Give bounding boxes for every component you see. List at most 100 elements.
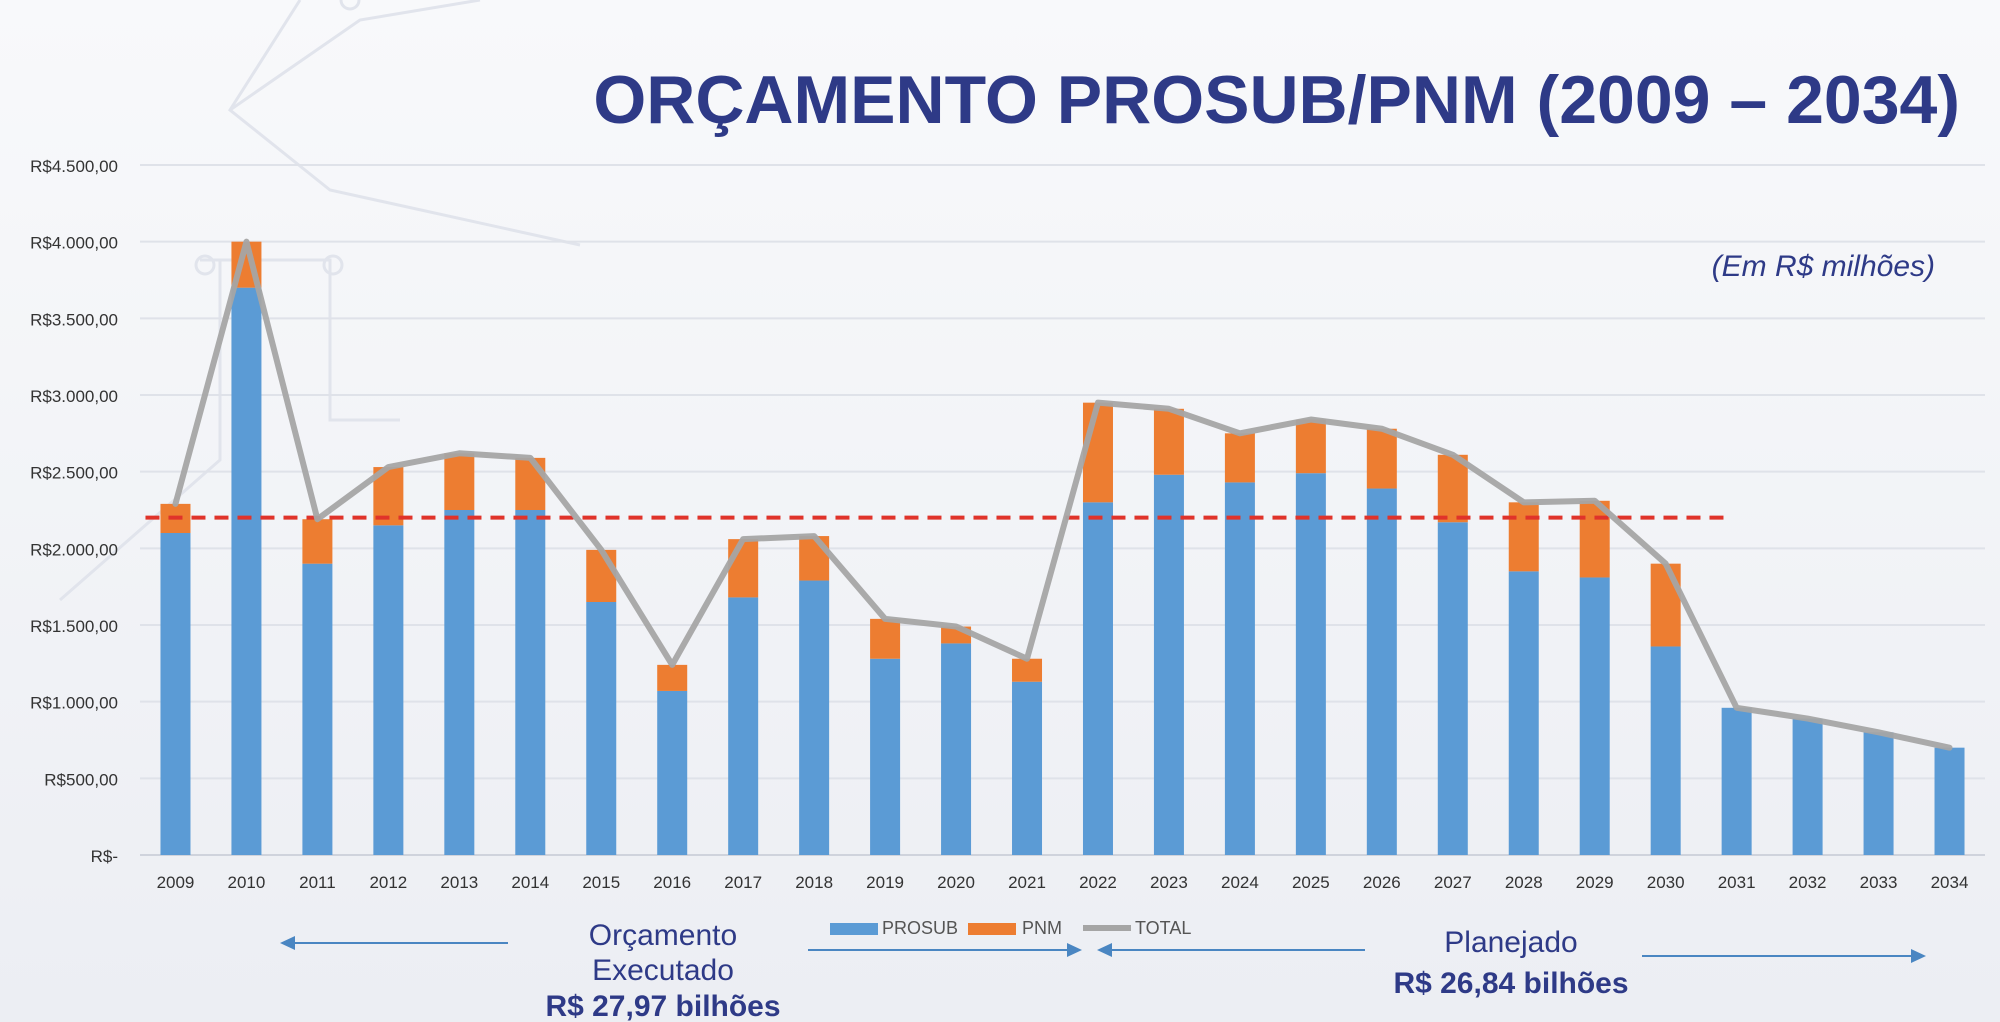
x-tick-label: 2020 <box>937 873 975 892</box>
bar-pnm <box>799 536 830 581</box>
bar-prosub <box>586 602 617 855</box>
x-tick-label: 2013 <box>440 873 478 892</box>
y-tick-label: R$2.500,00 <box>30 464 118 483</box>
y-tick-label: R$1.000,00 <box>30 694 118 713</box>
x-tick-label: 2010 <box>228 873 266 892</box>
x-tick-label: 2015 <box>582 873 620 892</box>
y-tick-label: R$3.000,00 <box>30 387 118 406</box>
x-tick-label: 2025 <box>1292 873 1330 892</box>
bar-pnm <box>728 539 759 598</box>
bar-prosub <box>1295 473 1326 855</box>
bar-prosub <box>515 510 546 855</box>
bar-prosub <box>728 597 759 855</box>
x-tick-label: 2009 <box>157 873 195 892</box>
x-tick-label: 2028 <box>1505 873 1543 892</box>
x-tick-label: 2023 <box>1150 873 1188 892</box>
bar-prosub <box>1224 482 1255 855</box>
x-tick-label: 2022 <box>1079 873 1117 892</box>
total-line <box>172 238 1953 751</box>
x-tick-label: 2018 <box>795 873 833 892</box>
bar-pnm <box>515 457 546 510</box>
x-tick-label: 2017 <box>724 873 762 892</box>
planned-arrow-right-head <box>1911 949 1926 963</box>
bar-prosub <box>1863 732 1894 855</box>
legend-swatch-pnm <box>968 923 1016 935</box>
planned-value: R$ 26,84 bilhões <box>1393 967 1628 1000</box>
bar-pnm <box>1082 402 1113 503</box>
x-tick-label: 2031 <box>1718 873 1756 892</box>
y-tick-label: R$2.000,00 <box>30 540 118 559</box>
bar-prosub <box>870 658 901 855</box>
x-tick-label: 2029 <box>1576 873 1614 892</box>
bar-prosub <box>1153 474 1184 855</box>
x-tick-label: 2034 <box>1931 873 1969 892</box>
x-tick-label: 2027 <box>1434 873 1472 892</box>
bar-pnm <box>1508 502 1539 572</box>
bar-pnm <box>1224 433 1255 483</box>
legend-label-pnm: PNM <box>1022 918 1062 938</box>
legend-swatch-prosub <box>830 923 878 935</box>
bar-pnm <box>1650 563 1681 647</box>
executed-arrow-left-head <box>280 936 295 950</box>
legend: PROSUB PNM TOTAL <box>830 918 1191 938</box>
bar-prosub <box>1437 522 1468 855</box>
bars <box>160 241 1965 856</box>
bar-prosub <box>1508 571 1539 855</box>
x-tick-label: 2033 <box>1860 873 1898 892</box>
bar-prosub <box>1366 488 1397 855</box>
bar-prosub <box>302 563 333 855</box>
x-tick-label: 2030 <box>1647 873 1685 892</box>
bar-prosub <box>373 525 404 855</box>
x-axis-ticks: 2009 2010 2011 2012 2013 2014 2015 2016 2017 2018… <box>157 873 1969 892</box>
bar-prosub <box>444 510 475 855</box>
executed-arrow-right-head <box>1067 943 1082 957</box>
executed-label-line-1: Orçamento <box>589 919 737 952</box>
y-tick-label: R$4.500,00 <box>30 157 118 176</box>
y-tick-label: R$4.000,00 <box>30 234 118 253</box>
x-tick-label: 2019 <box>866 873 904 892</box>
executed-label-line-2: Executado <box>592 954 734 987</box>
chart-title: ORÇAMENTO PROSUB/PNM (2009 – 2034) <box>593 62 1960 138</box>
bar-prosub <box>1650 646 1681 855</box>
legend-label-total: TOTAL <box>1135 918 1191 938</box>
y-tick-label: R$500,00 <box>44 770 118 789</box>
bar-pnm <box>870 618 901 659</box>
bar-pnm <box>1366 428 1397 489</box>
planned-arrow-left-head <box>1097 943 1112 957</box>
planned-label: Planejado <box>1444 926 1577 959</box>
bar-prosub <box>941 643 972 855</box>
bar-prosub <box>657 690 688 855</box>
bar-pnm <box>586 549 617 602</box>
bar-prosub <box>160 533 191 855</box>
bar-pnm <box>657 664 688 691</box>
bar-pnm <box>1437 454 1468 523</box>
y-tick-label: R$- <box>91 847 118 866</box>
x-tick-label: 2024 <box>1221 873 1259 892</box>
x-tick-label: 2016 <box>653 873 691 892</box>
bar-pnm <box>1153 408 1184 475</box>
bar-prosub <box>1792 718 1823 855</box>
bar-prosub <box>1012 681 1043 855</box>
bar-pnm <box>302 519 333 564</box>
y-axis-ticks: R$- R$500,00 R$1.000,00 R$1.500,00 R$2.000,0… <box>30 157 118 866</box>
background-decoration <box>59 0 581 602</box>
bar-prosub <box>1721 707 1752 855</box>
bar-pnm <box>1012 658 1043 682</box>
x-tick-label: 2014 <box>511 873 549 892</box>
bar-prosub <box>1082 502 1113 855</box>
x-tick-label: 2011 <box>299 873 336 892</box>
x-tick-label: 2012 <box>369 873 407 892</box>
legend-label-prosub: PROSUB <box>882 918 958 938</box>
bar-prosub <box>1934 747 1965 855</box>
unit-note: (Em R$ milhões) <box>1712 250 1935 283</box>
total-series-line <box>172 238 1953 751</box>
bar-pnm <box>1295 419 1326 474</box>
annotations: Orçamento Executado R$ 27,97 bilhões Pla… <box>280 919 1926 1022</box>
y-tick-label: R$3.500,00 <box>30 310 118 329</box>
executed-value: R$ 27,97 bilhões <box>545 990 780 1022</box>
x-tick-label: 2021 <box>1008 873 1046 892</box>
x-tick-label: 2032 <box>1789 873 1827 892</box>
bar-pnm <box>444 453 475 510</box>
